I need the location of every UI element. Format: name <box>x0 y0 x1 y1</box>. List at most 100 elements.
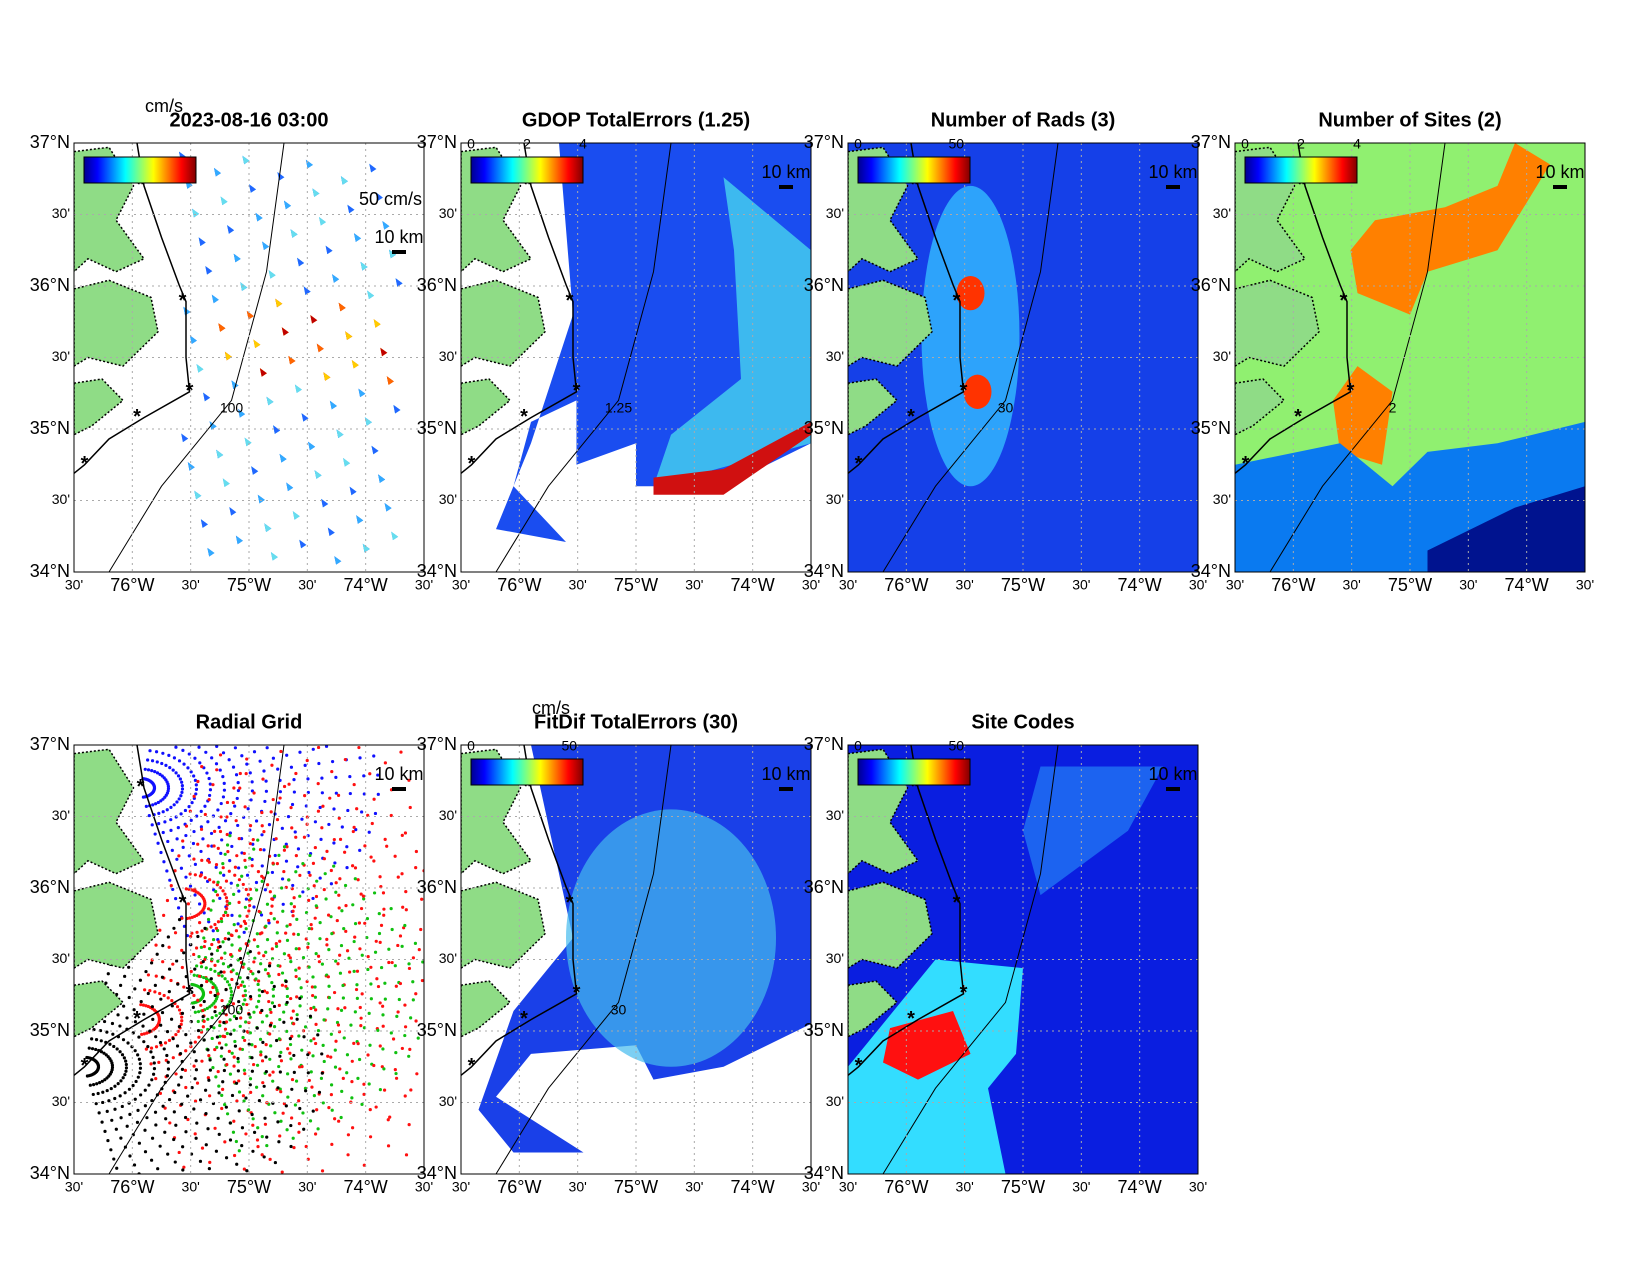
grid-dot <box>282 848 287 852</box>
grid-dot <box>289 960 293 964</box>
grid-dot <box>270 980 274 985</box>
grid-dot <box>213 922 217 927</box>
grid-dot <box>292 1070 296 1075</box>
vector <box>270 552 278 561</box>
grid-dot <box>295 1013 299 1017</box>
grid-dot <box>199 965 204 969</box>
grid-dot <box>192 829 196 834</box>
colorbar-tick: 4 <box>1353 136 1361 152</box>
grid-dot <box>404 1153 409 1157</box>
grid-dot <box>153 770 157 774</box>
grid-dot <box>242 984 246 988</box>
grid-dot <box>289 806 293 810</box>
grid-dot <box>172 926 176 930</box>
site-marker: * <box>566 892 574 914</box>
grid-dot <box>160 761 164 766</box>
grid-dot <box>255 1026 259 1030</box>
grid-dot <box>118 1050 122 1054</box>
lat-label: 35°N <box>30 1020 70 1040</box>
grid-dot <box>154 802 158 806</box>
grid-dot <box>342 927 346 931</box>
grid-dot <box>108 1042 112 1046</box>
grid-dot <box>252 847 256 851</box>
grid-dot <box>166 935 170 939</box>
grid-dot <box>135 1120 140 1124</box>
grid-dot <box>193 1040 197 1044</box>
grid-dot <box>131 1083 135 1088</box>
grid-dot <box>337 816 341 820</box>
grid-dot <box>403 1003 407 1007</box>
grid-dot <box>152 1061 156 1065</box>
site-marker: * <box>1347 380 1355 402</box>
grid-dot <box>372 859 376 863</box>
grid-dot <box>276 1120 280 1124</box>
grid-dot <box>165 1030 170 1034</box>
grid-dot <box>303 1025 308 1029</box>
grid-dot <box>163 1106 167 1110</box>
grid-dot <box>138 978 143 982</box>
grid-dot <box>345 845 349 849</box>
colorbar <box>857 156 971 184</box>
grid-dot <box>221 751 226 755</box>
grid-dot <box>214 863 219 867</box>
grid-dot <box>291 909 295 913</box>
grid-dot <box>120 1104 124 1109</box>
grid-dot <box>241 1035 245 1040</box>
grid-dot <box>202 944 206 949</box>
colorbar-tick: 0 <box>854 738 862 754</box>
grid-dot <box>398 934 403 938</box>
lon-label: 30' <box>1072 1179 1090 1195</box>
grid-dot <box>334 890 338 894</box>
grid-dot <box>250 857 254 862</box>
grid-dot <box>219 970 223 974</box>
grid-dot <box>332 841 336 845</box>
grid-dot <box>123 974 127 978</box>
grid-dot <box>204 977 209 981</box>
grid-dot <box>378 875 382 879</box>
grid-dot <box>167 967 172 971</box>
grid-dot <box>139 1003 143 1007</box>
grid-dot <box>385 844 389 848</box>
grid-dot <box>243 1072 247 1076</box>
lon-label: 76°W <box>884 1177 928 1197</box>
grid-dot <box>196 779 200 784</box>
grid-dot <box>264 1042 268 1047</box>
grid-dot <box>228 834 232 838</box>
vector <box>181 433 189 443</box>
grid-dot <box>247 1042 251 1046</box>
grid-dot <box>106 1138 110 1143</box>
grid-dot <box>301 890 305 894</box>
grid-dot <box>289 1016 294 1020</box>
lon-label: 74°W <box>344 1177 388 1197</box>
grid-dot <box>391 1037 396 1041</box>
grid-dot <box>217 1041 222 1045</box>
grid-dot <box>206 1017 210 1021</box>
grid-dot <box>317 960 321 964</box>
lon-label: 76°W <box>110 1177 154 1197</box>
grid-dot <box>280 826 284 830</box>
grid-dot <box>333 1065 338 1069</box>
grid-dot <box>252 938 256 942</box>
grid-dot <box>382 1088 387 1092</box>
grid-dot <box>342 1036 346 1040</box>
grid-dot <box>223 819 228 823</box>
grid-dot <box>223 937 227 941</box>
grid-dot <box>316 1033 320 1037</box>
grid-dot <box>147 1083 151 1087</box>
grid-dot <box>401 905 405 909</box>
map-panel: *****37°N30'36°N30'35°N30'34°N30' 76°W 30'… <box>30 96 433 595</box>
grid-dot <box>180 1102 184 1106</box>
grid-dot <box>183 808 188 813</box>
grid-dot <box>231 800 235 805</box>
grid-dot <box>293 1103 297 1107</box>
grid-dot <box>243 858 247 862</box>
grid-dot <box>235 1162 239 1166</box>
grid-dot <box>290 1087 294 1091</box>
grid-dot <box>358 947 362 951</box>
grid-dot <box>320 962 324 966</box>
grid-dot <box>199 1003 203 1007</box>
grid-dot <box>300 817 304 821</box>
vector <box>314 470 322 479</box>
lon-label: 74°W <box>1118 1177 1162 1197</box>
grid-dot <box>298 894 302 898</box>
